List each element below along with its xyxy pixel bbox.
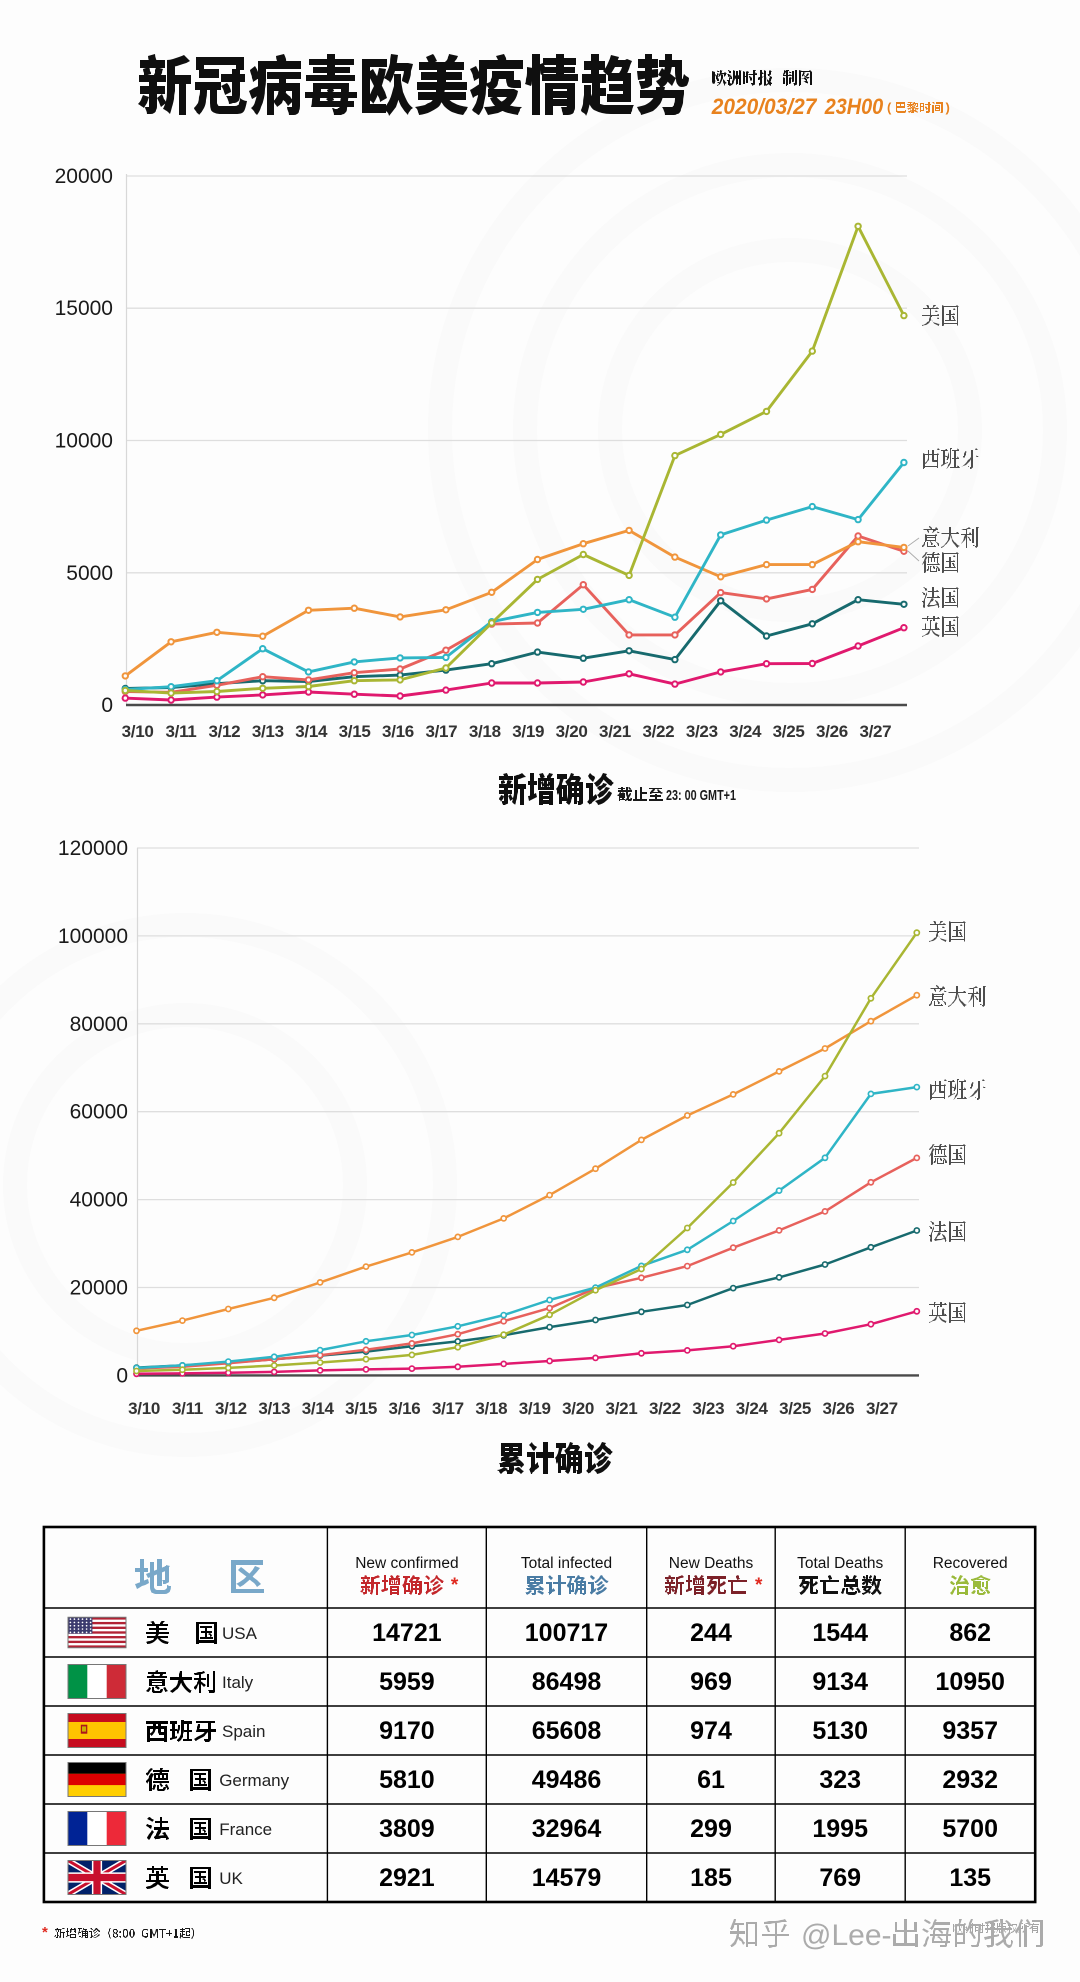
svg-text:3/19: 3/19 bbox=[512, 722, 544, 741]
svg-text:100717: 100717 bbox=[525, 1619, 608, 1647]
svg-text:3/15: 3/15 bbox=[339, 722, 371, 741]
svg-text:299: 299 bbox=[690, 1815, 732, 1843]
svg-text:3/17: 3/17 bbox=[432, 1399, 464, 1418]
svg-text:3/11: 3/11 bbox=[172, 1399, 203, 1418]
svg-text:3/18: 3/18 bbox=[469, 722, 501, 741]
svg-text:UK: UK bbox=[219, 1869, 243, 1888]
svg-text:15000: 15000 bbox=[55, 297, 113, 320]
svg-text:3/21: 3/21 bbox=[599, 722, 631, 741]
svg-text:9357: 9357 bbox=[942, 1717, 998, 1745]
svg-text:*: * bbox=[755, 1575, 763, 1596]
svg-text:3/12: 3/12 bbox=[208, 722, 240, 741]
svg-text:969: 969 bbox=[690, 1668, 732, 1696]
svg-text:3/16: 3/16 bbox=[382, 722, 414, 741]
svg-text:New Deaths: New Deaths bbox=[669, 1555, 754, 1572]
svg-text:65608: 65608 bbox=[532, 1717, 602, 1745]
svg-text:3/26: 3/26 bbox=[823, 1399, 855, 1418]
svg-text:974: 974 bbox=[690, 1717, 732, 1745]
svg-text:3/22: 3/22 bbox=[649, 1399, 681, 1418]
svg-text:USA: USA bbox=[222, 1624, 258, 1643]
svg-text:323: 323 bbox=[819, 1766, 861, 1794]
svg-text:2020/03/27: 2020/03/27 bbox=[711, 94, 818, 119]
svg-text:3/17: 3/17 bbox=[425, 722, 457, 741]
svg-text:32964: 32964 bbox=[532, 1815, 602, 1843]
svg-text:3/14: 3/14 bbox=[302, 1399, 335, 1418]
svg-text:100000: 100000 bbox=[58, 925, 128, 948]
svg-text:Germany: Germany bbox=[219, 1771, 289, 1790]
svg-text:3/27: 3/27 bbox=[866, 1399, 898, 1418]
svg-text:1544: 1544 bbox=[812, 1619, 868, 1647]
svg-text:Total Deaths: Total Deaths bbox=[797, 1555, 883, 1572]
svg-text:3/13: 3/13 bbox=[258, 1399, 290, 1418]
svg-text:3/10: 3/10 bbox=[122, 722, 154, 741]
svg-text:3/19: 3/19 bbox=[519, 1399, 551, 1418]
svg-text:Italy: Italy bbox=[222, 1673, 254, 1692]
svg-text:10000: 10000 bbox=[55, 430, 113, 453]
svg-text:Recovered: Recovered bbox=[933, 1555, 1008, 1572]
svg-text:3/26: 3/26 bbox=[816, 722, 848, 741]
svg-text:185: 185 bbox=[690, 1864, 732, 1892]
svg-text:*: * bbox=[42, 1924, 48, 1941]
svg-text:5810: 5810 bbox=[379, 1766, 435, 1794]
svg-text:): ) bbox=[946, 100, 950, 115]
svg-text:3/16: 3/16 bbox=[389, 1399, 421, 1418]
svg-text:9134: 9134 bbox=[812, 1668, 868, 1696]
svg-text:3/23: 3/23 bbox=[686, 722, 718, 741]
svg-text:3/10: 3/10 bbox=[128, 1399, 160, 1418]
svg-text:135: 135 bbox=[949, 1864, 991, 1892]
svg-text:@Lee-: @Lee- bbox=[801, 1919, 892, 1952]
svg-text:86498: 86498 bbox=[532, 1668, 602, 1696]
svg-text:5959: 5959 bbox=[379, 1668, 435, 1696]
svg-text:10950: 10950 bbox=[935, 1668, 1005, 1696]
svg-text:2932: 2932 bbox=[942, 1766, 998, 1794]
svg-text:61: 61 bbox=[697, 1766, 725, 1794]
svg-text:3809: 3809 bbox=[379, 1815, 435, 1843]
svg-text:0: 0 bbox=[116, 1364, 128, 1387]
svg-text:862: 862 bbox=[949, 1619, 991, 1647]
svg-text:120000: 120000 bbox=[58, 837, 128, 860]
svg-text:3/20: 3/20 bbox=[562, 1399, 594, 1418]
svg-text:3/25: 3/25 bbox=[773, 722, 805, 741]
svg-text:Total infected: Total infected bbox=[521, 1555, 612, 1572]
svg-text:49486: 49486 bbox=[532, 1766, 602, 1794]
svg-text:3/13: 3/13 bbox=[252, 722, 284, 741]
svg-text:5700: 5700 bbox=[942, 1815, 998, 1843]
svg-text:3/24: 3/24 bbox=[729, 722, 762, 741]
svg-text:3/18: 3/18 bbox=[475, 1399, 507, 1418]
svg-text:20000: 20000 bbox=[55, 165, 113, 188]
svg-text:769: 769 bbox=[819, 1864, 861, 1892]
svg-text:3/11: 3/11 bbox=[166, 722, 197, 741]
svg-text:23H00: 23H00 bbox=[824, 94, 884, 119]
svg-text:New confirmed: New confirmed bbox=[355, 1555, 458, 1572]
svg-text:244: 244 bbox=[690, 1619, 732, 1647]
svg-text:3/22: 3/22 bbox=[642, 722, 674, 741]
svg-text:5000: 5000 bbox=[66, 562, 113, 585]
svg-text:3/23: 3/23 bbox=[692, 1399, 724, 1418]
svg-text:14721: 14721 bbox=[372, 1619, 442, 1647]
svg-text:9170: 9170 bbox=[379, 1717, 435, 1745]
svg-text:2921: 2921 bbox=[379, 1864, 435, 1892]
svg-text:3/25: 3/25 bbox=[779, 1399, 811, 1418]
svg-text:3/15: 3/15 bbox=[345, 1399, 377, 1418]
svg-text:Spain: Spain bbox=[222, 1722, 265, 1741]
svg-text:3/14: 3/14 bbox=[295, 722, 328, 741]
svg-text:5130: 5130 bbox=[812, 1717, 868, 1745]
svg-text:*: * bbox=[451, 1575, 459, 1596]
svg-text:60000: 60000 bbox=[70, 1101, 128, 1124]
svg-text:20000: 20000 bbox=[70, 1277, 128, 1300]
svg-text:(: ( bbox=[887, 100, 892, 115]
svg-text:40000: 40000 bbox=[70, 1189, 128, 1212]
svg-text:23: 00 GMT+1: 23: 00 GMT+1 bbox=[666, 787, 736, 804]
svg-text:1995: 1995 bbox=[812, 1815, 868, 1843]
svg-text:14579: 14579 bbox=[532, 1864, 602, 1892]
svg-text:0: 0 bbox=[101, 694, 113, 717]
svg-text:3/24: 3/24 bbox=[736, 1399, 769, 1418]
svg-text:3/12: 3/12 bbox=[215, 1399, 247, 1418]
svg-text:3/20: 3/20 bbox=[556, 722, 588, 741]
svg-text:3/21: 3/21 bbox=[606, 1399, 638, 1418]
svg-text:80000: 80000 bbox=[70, 1013, 128, 1036]
svg-text:France: France bbox=[219, 1820, 272, 1839]
svg-text:3/27: 3/27 bbox=[859, 722, 891, 741]
